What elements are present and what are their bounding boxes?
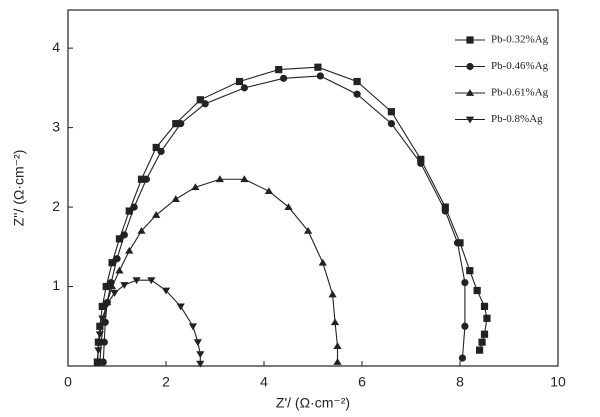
series-line	[102, 75, 466, 363]
marker	[98, 302, 106, 311]
marker	[240, 175, 249, 183]
marker	[330, 318, 340, 326]
marker	[98, 315, 107, 323]
marker	[152, 211, 161, 218]
marker	[417, 155, 425, 163]
marker	[333, 358, 342, 365]
marker	[115, 266, 124, 274]
marker	[461, 322, 469, 330]
marker	[387, 108, 395, 116]
marker	[157, 147, 165, 156]
x-tick-label: 6	[358, 374, 366, 390]
marker	[188, 323, 198, 331]
marker	[108, 259, 116, 267]
marker	[152, 143, 160, 152]
marker	[480, 330, 489, 338]
legend-marker	[465, 89, 475, 96]
marker	[417, 159, 425, 167]
legend-marker	[466, 62, 474, 71]
marker	[147, 277, 156, 285]
marker	[172, 120, 180, 128]
x-tick-label: 10	[550, 374, 566, 390]
marker	[353, 90, 361, 98]
marker	[137, 175, 146, 183]
marker	[193, 339, 202, 347]
legend-label: Pb-0.61%Ag	[491, 87, 549, 99]
marker	[480, 302, 489, 311]
legend-label: Pb-0.46%Ag	[491, 60, 549, 72]
marker	[215, 175, 224, 183]
marker	[473, 286, 481, 295]
marker	[177, 120, 185, 128]
marker	[93, 359, 102, 366]
marker	[284, 203, 293, 210]
y-axis-label: Z''/ (Ω·cm⁻²)	[11, 150, 27, 227]
marker	[478, 338, 486, 346]
marker	[314, 63, 322, 71]
marker	[125, 246, 134, 254]
marker	[466, 267, 474, 275]
marker	[201, 100, 209, 108]
marker	[102, 282, 110, 291]
marker	[113, 255, 121, 263]
marker	[328, 290, 337, 298]
marker	[115, 235, 124, 243]
legend-marker	[466, 36, 474, 44]
marker	[176, 303, 185, 311]
marker	[108, 282, 117, 290]
marker	[96, 322, 104, 330]
marker	[235, 77, 244, 86]
marker	[240, 84, 248, 92]
marker	[353, 77, 361, 86]
marker	[318, 258, 327, 266]
x-tick-label: 2	[162, 374, 170, 390]
x-tick-label: 8	[456, 374, 464, 390]
marker	[196, 351, 205, 359]
marker	[120, 282, 129, 289]
marker	[95, 331, 104, 339]
marker	[196, 360, 205, 368]
marker	[333, 342, 342, 350]
marker	[94, 338, 102, 346]
y-tick-label: 3	[52, 118, 60, 134]
marker	[264, 187, 273, 195]
y-tick-label: 4	[52, 39, 60, 55]
marker	[461, 278, 469, 287]
marker	[441, 207, 449, 215]
marker	[476, 346, 484, 354]
legend-label: Pb-0.8%Ag	[491, 113, 543, 125]
marker	[110, 290, 119, 297]
plot-frame	[67, 9, 559, 367]
marker	[130, 203, 138, 211]
marker	[94, 347, 103, 355]
marker	[441, 203, 449, 211]
y-tick-label: 2	[52, 198, 60, 214]
y-tick-label: 1	[52, 277, 60, 293]
marker	[191, 183, 200, 191]
marker	[280, 74, 288, 82]
marker	[125, 207, 133, 215]
marker	[316, 72, 324, 80]
marker	[196, 96, 204, 104]
x-axis-label: Z'/ (Ω·cm⁻²)	[276, 395, 350, 411]
x-tick-label: 0	[64, 374, 72, 390]
legend-marker	[465, 116, 475, 124]
marker	[103, 301, 112, 308]
marker	[171, 195, 180, 203]
marker	[275, 65, 283, 74]
marker	[132, 277, 141, 285]
x-tick-label: 4	[260, 374, 268, 390]
marker	[483, 314, 491, 322]
marker	[137, 226, 146, 234]
marker	[458, 354, 467, 362]
marker	[161, 287, 171, 295]
marker	[453, 239, 462, 247]
marker	[387, 120, 395, 128]
legend-label: Pb-0.32%Ag	[491, 34, 549, 46]
marker	[304, 226, 313, 234]
marker	[142, 175, 150, 183]
marker	[120, 231, 128, 239]
